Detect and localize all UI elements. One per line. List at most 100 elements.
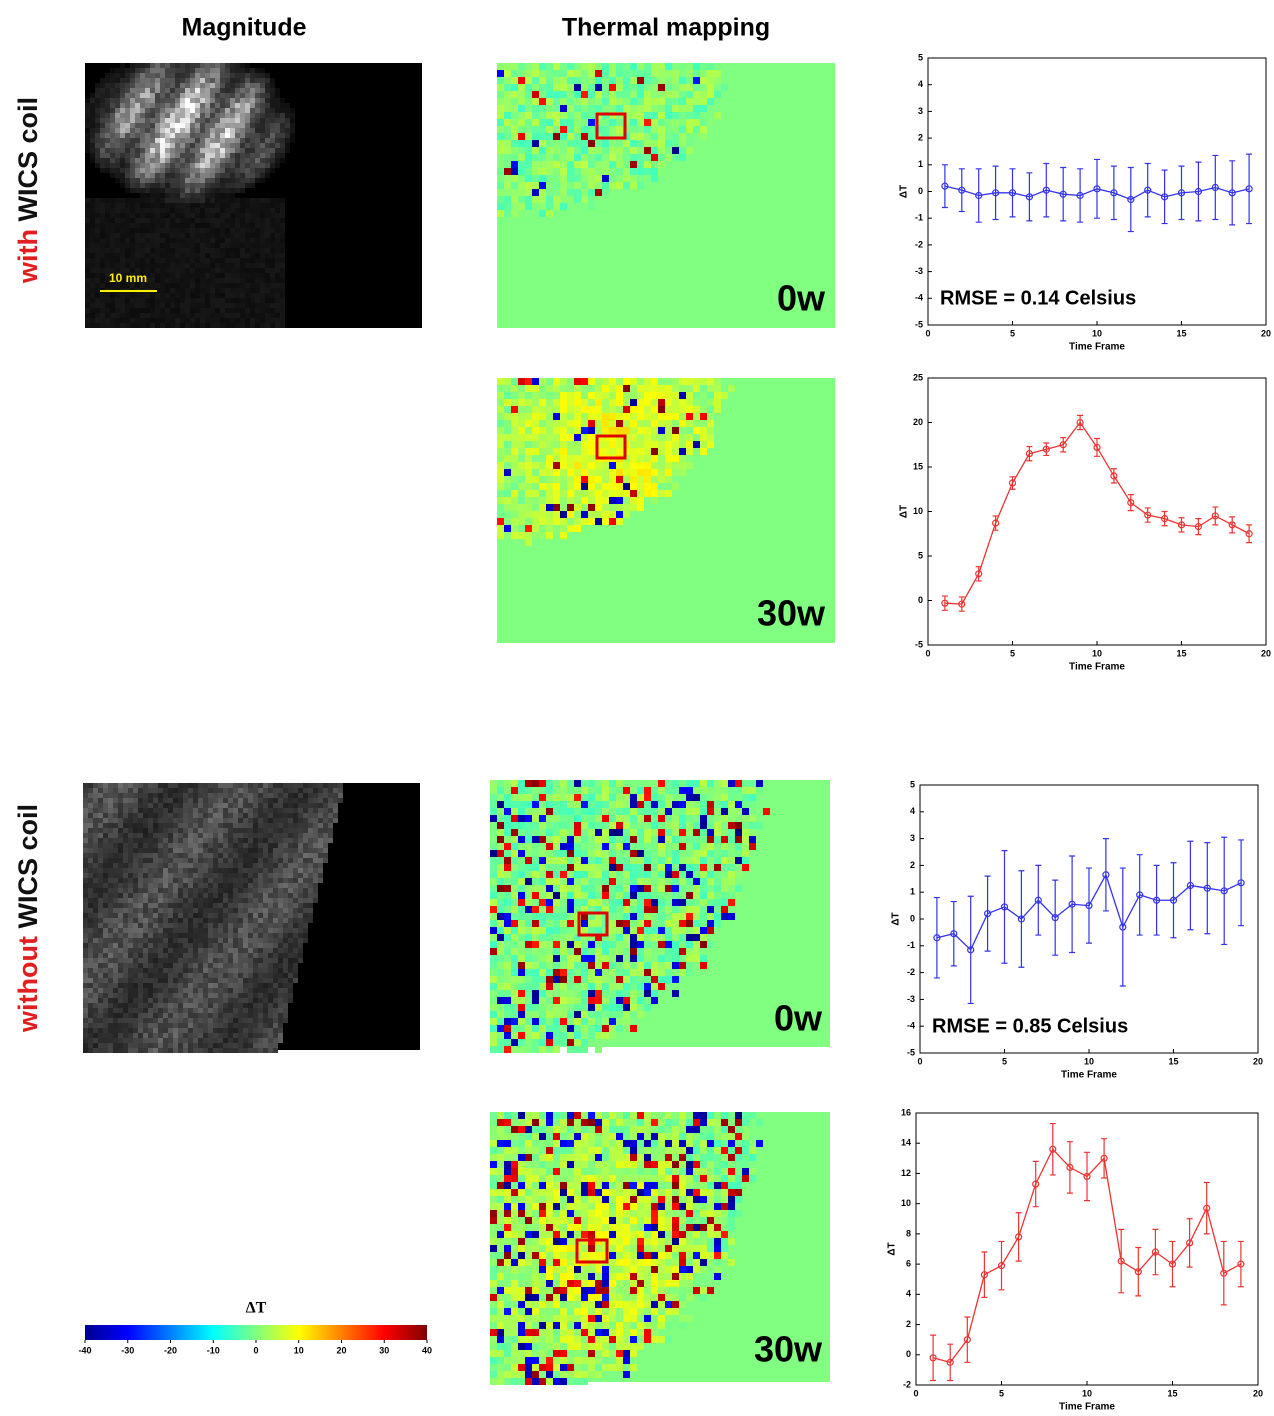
pixel [588, 1280, 595, 1287]
pixel [679, 1266, 686, 1273]
pixel [560, 871, 567, 878]
pixel [616, 955, 623, 962]
pixel [165, 233, 170, 238]
pixel [532, 1287, 539, 1294]
pixel [504, 1378, 511, 1385]
pixel [185, 128, 190, 133]
pixel [220, 148, 225, 153]
pixel [532, 168, 539, 175]
pixel [230, 113, 235, 118]
pixel [665, 1147, 672, 1154]
pixel [215, 188, 220, 193]
pixel [210, 108, 215, 113]
pixel [205, 223, 210, 228]
pixel [693, 948, 700, 955]
pixel [651, 1161, 658, 1168]
pixel [672, 385, 679, 392]
pixel [539, 794, 546, 801]
pixel [195, 228, 200, 233]
pixel [525, 392, 532, 399]
pixel [672, 1259, 679, 1266]
pixel [595, 84, 602, 91]
pixel [616, 1154, 623, 1161]
pixel [497, 434, 504, 441]
pixel [155, 188, 160, 193]
pixel [595, 77, 602, 84]
pixel [700, 941, 707, 948]
pixel [567, 787, 574, 794]
pixel [742, 1154, 749, 1161]
pixel [145, 178, 150, 183]
pixel [567, 196, 574, 203]
pixel [574, 983, 581, 990]
pixel [539, 920, 546, 927]
pixel [155, 73, 160, 78]
pixel [644, 378, 651, 385]
pixel [700, 91, 707, 98]
pixel [165, 93, 170, 98]
pixel [679, 462, 686, 469]
pixel [707, 434, 714, 441]
pixel [270, 78, 275, 83]
pixel [560, 1329, 567, 1336]
pixel [637, 899, 644, 906]
pixel [518, 1273, 525, 1280]
pixel [105, 238, 110, 243]
pixel [714, 1182, 721, 1189]
pixel [125, 198, 130, 203]
pixel [546, 1266, 553, 1273]
pixel [714, 91, 721, 98]
pixel [630, 497, 637, 504]
pixel [665, 1196, 672, 1203]
pixel [180, 123, 185, 128]
pixel [700, 1112, 707, 1119]
pixel [693, 864, 700, 871]
pixel [602, 406, 609, 413]
pixel [644, 864, 651, 871]
pixel [230, 233, 235, 238]
pixel [707, 1189, 714, 1196]
pixel [525, 1280, 532, 1287]
pixel [525, 1238, 532, 1245]
pixel [190, 73, 195, 78]
pixel [170, 78, 175, 83]
pixel [518, 497, 525, 504]
pixel [165, 108, 170, 113]
pixel [497, 1182, 504, 1189]
pixel [700, 1259, 707, 1266]
pixel [553, 1133, 560, 1140]
pixel [672, 920, 679, 927]
pixel [658, 899, 665, 906]
pixel [255, 83, 260, 88]
pixel [105, 83, 110, 88]
pixel [623, 1259, 630, 1266]
pixel [693, 1231, 700, 1238]
pixel [145, 163, 150, 168]
pixel [525, 1322, 532, 1329]
pixel [511, 518, 518, 525]
pixel [693, 1182, 700, 1189]
pixel [90, 98, 95, 103]
pixel [665, 941, 672, 948]
pixel [90, 213, 95, 218]
pixel [497, 182, 504, 189]
pixel [693, 119, 700, 126]
pixel [581, 969, 588, 976]
pixel [546, 1224, 553, 1231]
pixel [651, 126, 658, 133]
pixel [588, 455, 595, 462]
pixel [714, 1161, 721, 1168]
pixel [95, 138, 100, 143]
pixel [581, 469, 588, 476]
pixel [637, 119, 644, 126]
pixel [245, 68, 250, 73]
pixel [539, 1154, 546, 1161]
pixel [630, 829, 637, 836]
pixel [539, 385, 546, 392]
pixel [707, 899, 714, 906]
pixel [140, 188, 145, 193]
pixel [693, 1252, 700, 1259]
pixel [135, 173, 140, 178]
pixel [595, 815, 602, 822]
pixel [644, 990, 651, 997]
